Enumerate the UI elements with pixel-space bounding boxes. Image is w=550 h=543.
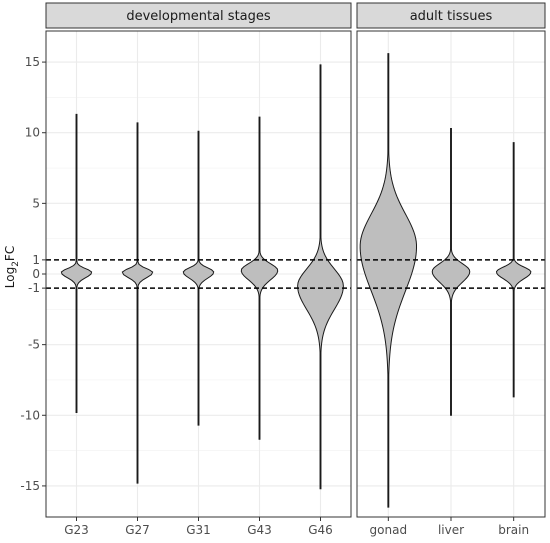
x-tick-label: gonad	[370, 523, 408, 537]
violin-gonad	[359, 53, 418, 508]
y-tick-label: 0	[32, 267, 40, 281]
y-axis-title-rest: FC	[3, 246, 17, 261]
x-tick-label: G31	[186, 523, 211, 537]
violin-G23	[60, 113, 93, 413]
facet-panel: adult tissues gonad liver brain	[356, 2, 546, 537]
y-tick-label: 5	[32, 196, 40, 210]
facet-panel: developmental stages G23 G27 G31 G43 G46	[45, 2, 352, 537]
violin-G46	[297, 64, 344, 490]
violin-G31	[182, 130, 215, 426]
panel-border	[356, 30, 546, 518]
facet-strip-label: developmental stages	[126, 9, 271, 24]
facet-strip	[356, 2, 546, 29]
x-tick-label: G46	[308, 523, 333, 537]
x-tick-label: liver	[438, 523, 464, 537]
y-tick-label: 15	[25, 55, 40, 69]
violin-brain	[495, 142, 532, 398]
y-tick-label: -10	[20, 408, 40, 422]
facet-strip	[45, 2, 352, 29]
y-axis-title-sub: 2	[11, 261, 21, 267]
x-tick-label: G27	[125, 523, 150, 537]
y-tick-label: 1	[32, 253, 40, 267]
violin-G27	[121, 122, 154, 484]
violin-liver	[431, 127, 471, 416]
plot-area: developmental stages G23 G27 G31 G43 G46 adult…	[20, 2, 546, 537]
y-tick-label: 10	[25, 126, 40, 140]
y-axis-title: Log2FC	[3, 246, 21, 288]
x-tick-label: brain	[498, 523, 529, 537]
x-tick-label: G23	[64, 523, 89, 537]
y-tick-label: -15	[20, 479, 40, 493]
y-tick-label: -5	[28, 338, 40, 352]
y-axis-title-base: Log	[3, 267, 17, 288]
facet-strip-label: adult tissues	[410, 9, 493, 24]
y-tick-label: -1	[28, 281, 40, 295]
violin-G43	[240, 116, 279, 440]
x-tick-label: G43	[247, 523, 272, 537]
